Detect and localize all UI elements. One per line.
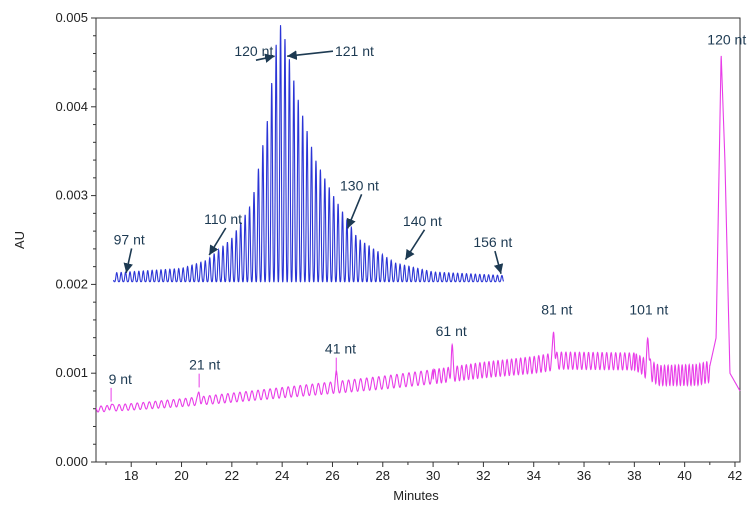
x-tick-label: 24	[275, 468, 289, 483]
x-tick-label: 34	[526, 468, 540, 483]
x-tick-label: 18	[124, 468, 138, 483]
x-tick-label: 30	[426, 468, 440, 483]
annotation-label: 21 nt	[189, 357, 220, 373]
y-tick-label: 0.004	[55, 99, 88, 114]
x-tick-label: 40	[677, 468, 691, 483]
y-tick-label: 0.001	[55, 365, 88, 380]
y-tick-label: 0.002	[55, 276, 88, 291]
annotation-label: 140 nt	[403, 213, 442, 229]
plot-frame	[95, 17, 741, 463]
x-tick-label: 28	[376, 468, 390, 483]
x-tick-label: 26	[325, 468, 339, 483]
annotation-arrow	[493, 250, 504, 274]
x-tick-label: 42	[728, 468, 742, 483]
annotation-label: 41 nt	[325, 341, 356, 357]
y-tick-label: 0.005	[55, 10, 88, 25]
x-tick-label: 20	[174, 468, 188, 483]
series-line-magenta	[95, 55, 741, 413]
annotation-arrow	[346, 193, 363, 229]
annotation-label: 120 nt	[707, 32, 746, 48]
annotation-arrow	[287, 50, 334, 60]
y-tick-label: 0.003	[55, 188, 88, 203]
annotation-label: 61 nt	[436, 323, 467, 339]
annotation-label: 121 nt	[335, 43, 374, 59]
annotation-label: 97 nt	[114, 231, 145, 247]
annotation-arrow	[208, 227, 227, 256]
annotation-arrow	[404, 229, 426, 260]
x-tick-label: 38	[627, 468, 641, 483]
annotation-arrow	[123, 248, 133, 274]
x-tick-label: 22	[225, 468, 239, 483]
series-line-blue	[113, 25, 505, 283]
annotation-label: 81 nt	[541, 302, 572, 318]
y-axis-title: AU	[12, 231, 27, 249]
annotation-label: 156 nt	[473, 234, 512, 250]
annotation-label: 120 nt	[234, 43, 273, 59]
y-tick-label: 0.000	[55, 454, 88, 469]
x-tick-label: 36	[577, 468, 591, 483]
annotation-label: 110 nt	[204, 211, 242, 227]
annotation-arrow	[255, 53, 275, 63]
annotation-label: 9 nt	[109, 371, 132, 387]
x-axis-title: Minutes	[393, 488, 439, 503]
annotation-label: 101 nt	[629, 302, 668, 318]
annotation-label: 130 nt	[340, 177, 379, 193]
x-tick-label: 32	[476, 468, 490, 483]
